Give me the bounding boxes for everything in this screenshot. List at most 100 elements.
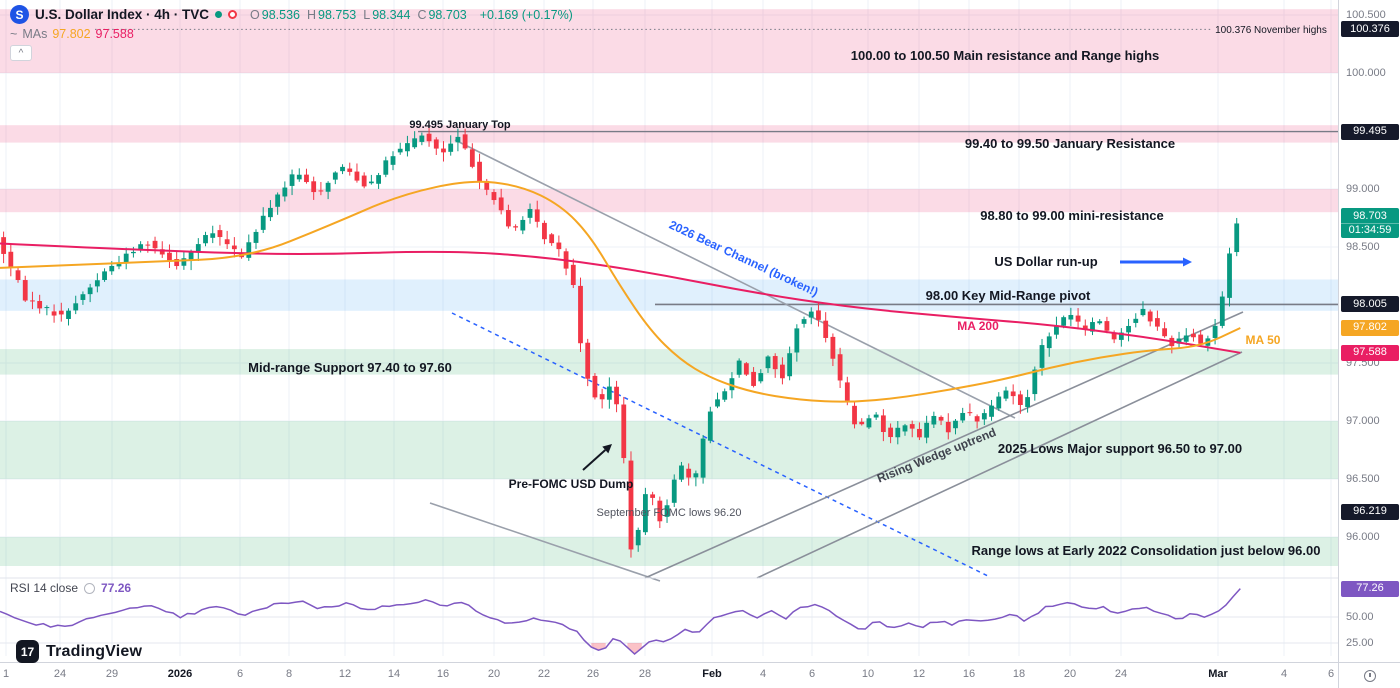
time-tick: 22 (537, 668, 551, 680)
time-tick: 4 (759, 668, 767, 680)
rsi-tick: 25.00 (1346, 637, 1374, 649)
grid (0, 0, 1338, 656)
time-tick: 4 (1280, 668, 1288, 680)
time-tick: 1 (2, 668, 10, 680)
price-tick: 97.000 (1346, 415, 1380, 427)
rising-wedge-upper-line[interactable] (644, 311, 1244, 579)
annotation-text[interactable]: 100.376 November highs (1215, 25, 1327, 36)
annotation-text[interactable]: MA 200 (957, 319, 999, 333)
time-tick: 6 (808, 668, 816, 680)
annotation-text[interactable]: 98.00 Key Mid-Range pivot (926, 288, 1091, 303)
wave-icon: ~ (10, 27, 18, 41)
annotation-text[interactable]: Range lows at Early 2022 Consolidation j… (972, 543, 1321, 558)
time-tick: 14 (387, 668, 401, 680)
symbol-logo-icon[interactable]: S (10, 5, 29, 24)
axis-corner (1338, 662, 1400, 688)
change-value: +0.169 (+0.17%) (479, 7, 573, 22)
bear-channel-lower-line[interactable] (429, 502, 661, 582)
high-value: 98.753 (318, 7, 357, 22)
tradingview-logo-text: TradingView (46, 642, 143, 660)
candlestick-series[interactable] (1, 125, 1240, 558)
zone-pink[interactable] (0, 189, 1338, 213)
usd-runup-arrow[interactable] (1120, 257, 1192, 267)
axis-badge-99.495: 99.495 (1341, 123, 1399, 140)
time-tick: 18 (1012, 668, 1026, 680)
price-tick: 96.000 (1346, 531, 1380, 543)
main-chart-pane[interactable]: 100.00 to 100.50 Main resistance and Ran… (0, 0, 1338, 662)
time-tick: 10 (861, 668, 875, 680)
ma-legend-row: ~ MAs 97.802 97.588 (10, 27, 573, 41)
time-tick: 2026 (167, 668, 193, 680)
price-tick: 100.500 (1346, 9, 1386, 21)
tradingview-logo-icon: 17 (16, 640, 39, 663)
time-tick: 24 (53, 668, 67, 680)
time-tick: 20 (487, 668, 501, 680)
bear-channel-upper-line[interactable] (454, 139, 1016, 419)
axis-badge-97.588: 97.588 (1341, 344, 1399, 361)
ma50-legend-value: 97.802 (52, 27, 91, 41)
time-tick: 12 (338, 668, 352, 680)
annotation-text[interactable]: 100.00 to 100.50 Main resistance and Ran… (851, 48, 1160, 63)
time-tick: 8 (285, 668, 293, 680)
rsi-value: 77.26 (101, 581, 132, 595)
pre-fomc-arrow[interactable] (582, 444, 612, 471)
time-axis[interactable]: 1 24 29 2026 6 8 12 14 16 20 22 26 28 Feb 4 6 10 12 16 18 20… (0, 662, 1338, 688)
collapse-legend-button[interactable]: ^ (10, 45, 32, 61)
rsi-tick: 50.00 (1346, 611, 1374, 623)
time-tick: 20 (1063, 668, 1077, 680)
annotation-text[interactable]: MA 50 (1246, 333, 1281, 347)
axis-badge-96.219: 96.219 (1341, 503, 1399, 520)
annotation-text[interactable]: Mid-range Support 97.40 to 97.60 (248, 360, 452, 375)
close-value: 98.703 (428, 7, 467, 22)
time-tick: 16 (962, 668, 976, 680)
zone-pink[interactable] (0, 125, 1338, 143)
high-label: H (307, 7, 317, 22)
time-tick: 24 (1114, 668, 1128, 680)
axis-badge-97.802: 97.802 (1341, 319, 1399, 336)
price-tick: 99.000 (1346, 183, 1380, 195)
symbol-row: S U.S. Dollar Index · 4h · TVC O 98.536 H… (10, 5, 573, 24)
bear-channel-mid-dashed-line[interactable] (451, 312, 989, 577)
annotation-text[interactable]: 2025 Lows Major support 96.50 to 97.00 (998, 441, 1242, 456)
annotation-text[interactable]: September FOMC lows 96.20 (597, 507, 742, 519)
open-value: 98.536 (261, 7, 300, 22)
close-label: C (417, 7, 427, 22)
time-tick: Mar (1208, 668, 1228, 680)
price-axis[interactable]: 100.500 100.000 99.000 98.500 97.500 97.000 96… (1338, 0, 1400, 662)
price-tick: 98.500 (1346, 241, 1380, 253)
rsi-settings-circle-icon[interactable] (84, 582, 96, 594)
market-status-red-ring-icon (228, 10, 238, 19)
zone-pink[interactable] (0, 9, 1338, 73)
time-tick: 28 (638, 668, 652, 680)
rsi-oversold-fill (627, 643, 642, 654)
ma200-line[interactable] (0, 242, 1241, 354)
market-status-green-dot-icon (215, 11, 223, 18)
zone-green[interactable] (0, 349, 1338, 375)
time-tick: 6 (236, 668, 244, 680)
symbol-title[interactable]: U.S. Dollar Index · 4h · TVC (35, 7, 210, 22)
time-tick: 6 (1327, 668, 1335, 680)
axis-badge-100.376: 100.376 (1341, 21, 1399, 38)
zone-green[interactable] (0, 421, 1338, 479)
time-tick: 29 (105, 668, 119, 680)
rsi-label: RSI 14 close (10, 581, 79, 595)
low-value: 98.344 (372, 7, 411, 22)
annotation-text[interactable]: Pre-FOMC USD Dump (509, 477, 634, 491)
annotation-text[interactable]: 99.40 to 99.50 January Resistance (965, 136, 1175, 151)
rsi-legend: RSI 14 close 77.26 (10, 581, 131, 595)
axis-badge-98.005: 98.005 (1341, 296, 1399, 313)
ma50-line[interactable] (0, 180, 1241, 403)
zone-green[interactable] (0, 537, 1338, 566)
zone-blue[interactable] (0, 279, 1338, 311)
time-tick: 26 (586, 668, 600, 680)
rising-wedge-lower-line[interactable] (756, 351, 1243, 579)
chart-legend: S U.S. Dollar Index · 4h · TVC O 98.536 H… (10, 5, 573, 61)
rsi-line[interactable] (0, 588, 1241, 655)
tradingview-logo[interactable]: 17 TradingView (16, 640, 142, 663)
annotation-text[interactable]: 99.495 January Top (409, 119, 511, 131)
annotation-text[interactable]: 98.80 to 99.00 mini-resistance (980, 208, 1164, 223)
axis-badge-77.26: 77.26 (1341, 580, 1399, 597)
annotation-text[interactable]: US Dollar run-up (994, 254, 1097, 269)
ma200-legend-value: 97.588 (95, 27, 134, 41)
clock-icon[interactable] (1364, 670, 1376, 682)
